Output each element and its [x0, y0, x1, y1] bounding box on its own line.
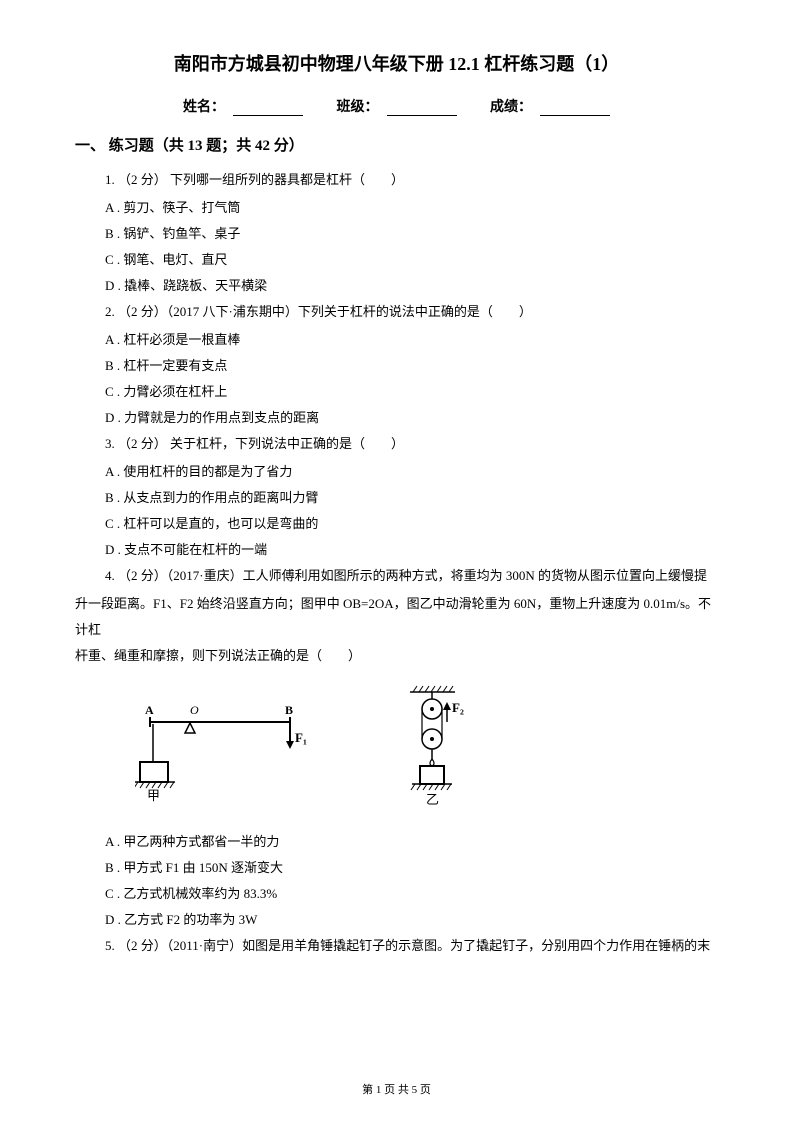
q4-cont1: 升一段距离。F1、F2 始终沿竖直方向；图甲中 OB=2OA，图乙中动滑轮重为 … [75, 591, 718, 643]
q4-option-a: A . 甲乙两种方式都省一半的力 [105, 829, 718, 855]
q4-option-b: B . 甲方式 F1 由 150N 逐渐变大 [105, 855, 718, 881]
svg-text:F₁: F₁ [295, 730, 307, 745]
q1-text: 1. （2 分） 下列哪一组所列的器具都是杠杆（ ） [105, 167, 718, 193]
class-label: 班级： [337, 100, 379, 115]
q2-option-a: A . 杠杆必须是一根直棒 [105, 327, 718, 353]
q4-cont2: 杆重、绳重和摩擦，则下列说法正确的是（ ） [75, 643, 718, 669]
q2-option-c: C . 力臂必须在杠杆上 [105, 379, 718, 405]
name-label: 姓名： [183, 100, 225, 115]
q1-option-a: A . 剪刀、筷子、打气筒 [105, 195, 718, 221]
class-blank [387, 100, 457, 116]
q3-option-d: D . 支点不可能在杠杆的一端 [105, 537, 718, 563]
page-title: 南阳市方城县初中物理八年级下册 12.1 杠杆练习题（1） [75, 50, 718, 76]
q3-option-c: C . 杠杆可以是直的，也可以是弯曲的 [105, 511, 718, 537]
q4-text: 4. （2 分）（2017·重庆）工人师傅利用如图所示的两种方式，将重均为 30… [105, 563, 718, 589]
q4-option-d: D . 乙方式 F2 的功率为 3W [105, 907, 718, 933]
svg-text:A: A [145, 703, 154, 717]
info-row: 姓名： 班级： 成绩： [75, 96, 718, 116]
svg-text:乙: 乙 [426, 792, 439, 807]
svg-text:B: B [285, 703, 293, 717]
q5-text: 5. （2 分）（2011·南宁）如图是用羊角锤撬起钉子的示意图。为了撬起钉子，… [105, 933, 718, 959]
q2-text: 2. （2 分）（2017 八下·浦东期中）下列关于杠杆的说法中正确的是（ ） [105, 299, 718, 325]
q3-option-b: B . 从支点到力的作用点的距离叫力臂 [105, 485, 718, 511]
name-blank [233, 100, 303, 116]
q3-text: 3. （2 分） 关于杠杆，下列说法中正确的是（ ） [105, 431, 718, 457]
score-label: 成绩： [490, 100, 532, 115]
section-header: 一、 练习题（共 13 题；共 42 分） [75, 134, 718, 155]
page-footer: 第 1 页 共 5 页 [0, 1081, 793, 1097]
q2-option-d: D . 力臂就是力的作用点到支点的距离 [105, 405, 718, 431]
figure-乙: F₂ 乙 [400, 684, 480, 814]
q4-option-c: C . 乙方式机械效率约为 83.3% [105, 881, 718, 907]
figure-甲: A O B F₁ 甲 [135, 697, 310, 802]
svg-text:F₂: F₂ [452, 700, 464, 715]
q1-option-c: C . 钢笔、电灯、直尺 [105, 247, 718, 273]
q1-option-d: D . 撬棒、跷跷板、天平横梁 [105, 273, 718, 299]
q3-option-a: A . 使用杠杆的目的都是为了省力 [105, 459, 718, 485]
svg-text:O: O [190, 703, 199, 717]
q1-option-b: B . 锅铲、钓鱼竿、桌子 [105, 221, 718, 247]
q2-option-b: B . 杠杆一定要有支点 [105, 353, 718, 379]
figure-container: A O B F₁ 甲 [135, 684, 718, 814]
svg-text:甲: 甲 [147, 788, 160, 802]
score-blank [540, 100, 610, 116]
